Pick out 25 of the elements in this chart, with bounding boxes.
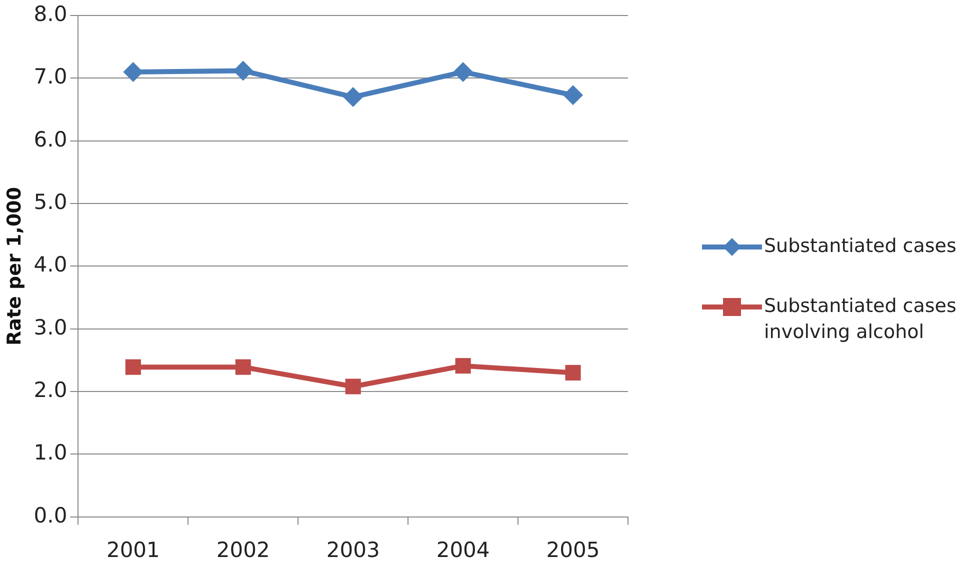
legend-label: Substantiated cases <box>764 234 956 259</box>
point <box>345 378 361 394</box>
y-tick-label: 7.0 <box>34 64 68 89</box>
y-tick-label: 6.0 <box>34 127 68 152</box>
point <box>453 62 474 82</box>
x-tick-label: 2005 <box>546 538 600 562</box>
y-tick-label: 2.0 <box>34 378 68 402</box>
point <box>343 87 364 108</box>
y-tick-label: 0.0 <box>34 503 68 528</box>
y-tick-label: 3.0 <box>34 315 68 340</box>
point <box>235 359 251 375</box>
x-tick-label: 2001 <box>106 538 160 562</box>
x-tick-label: 2003 <box>326 538 380 562</box>
point <box>455 358 471 374</box>
y-tick-label: 8.0 <box>34 2 68 26</box>
legend-label: Substantiated cases involving alcohol <box>764 294 958 345</box>
point <box>125 359 141 375</box>
x-tick-label: 2002 <box>216 538 270 562</box>
y-tick-label: 5.0 <box>34 190 68 214</box>
y-axis-title: Rate per 1,000 <box>3 186 26 346</box>
point <box>563 85 584 106</box>
point <box>565 364 581 380</box>
x-tick-label: 2004 <box>436 538 490 562</box>
y-tick-label: 1.0 <box>34 440 68 465</box>
y-tick-label: 4.0 <box>34 252 68 277</box>
